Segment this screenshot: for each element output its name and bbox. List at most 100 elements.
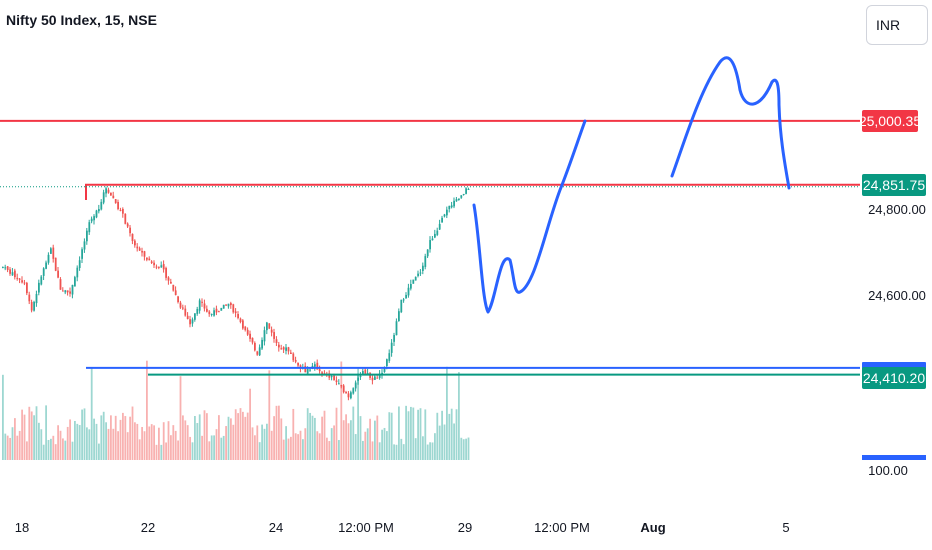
candle-body: [246, 329, 249, 335]
candle-body: [83, 241, 86, 250]
candle-body: [280, 348, 283, 350]
volume-bar: [321, 416, 323, 460]
volume-bar: [182, 415, 184, 460]
candle-body: [306, 368, 309, 374]
volume-bar: [465, 438, 467, 460]
candle-body: [54, 257, 57, 271]
volume-tag: [862, 455, 926, 460]
candle-body: [93, 216, 95, 221]
volume-bar: [258, 442, 261, 460]
candle-body: [26, 282, 28, 294]
candle-body: [215, 308, 218, 313]
volume-bar: [328, 441, 331, 460]
projection-drawing[interactable]: [472, 56, 791, 314]
candle-body: [299, 365, 302, 369]
volume-bar: [335, 407, 338, 460]
candle-body: [66, 290, 69, 293]
candle-body: [448, 206, 451, 210]
volume-bar: [455, 409, 458, 460]
candle-body: [208, 311, 211, 315]
volume-bar: [42, 444, 45, 460]
candle-body: [155, 266, 158, 268]
candle-body: [364, 369, 367, 374]
volume-bar: [287, 438, 290, 460]
candle-body: [50, 248, 52, 254]
candle-body: [174, 290, 177, 296]
candle-body: [105, 188, 107, 194]
time-axis[interactable]: 18 22 24 12:00 PM 29 12:00 PM Aug 5: [15, 520, 790, 535]
candle-body: [390, 342, 393, 353]
candle-body: [426, 249, 429, 257]
candle-body: [393, 335, 395, 342]
candle-body: [450, 205, 453, 208]
volume-bar: [74, 420, 76, 460]
candle-body: [196, 309, 199, 314]
volume-bar: [2, 374, 4, 460]
candle-body: [285, 347, 287, 351]
candle-body: [134, 240, 136, 246]
volume-bar: [4, 433, 7, 460]
volume-bar: [26, 441, 28, 460]
volume-bar: [38, 422, 40, 460]
volume-bar: [18, 430, 21, 460]
candle-body: [143, 251, 146, 257]
volume-bar: [141, 427, 143, 460]
volume-bar: [40, 429, 43, 460]
volume-bar: [268, 370, 271, 460]
candle-body: [136, 246, 139, 249]
volume-bar: [186, 425, 189, 460]
volume-bar: [414, 438, 417, 460]
candle-body: [38, 282, 40, 293]
candle-body: [398, 311, 400, 321]
volume-bar: [453, 423, 455, 460]
volume-bar: [71, 441, 74, 460]
candle-body: [414, 276, 417, 281]
volume-bar: [148, 426, 151, 460]
resistance-line-24851[interactable]: [85, 183, 860, 200]
candle-body: [222, 304, 225, 309]
y-tick-24800: 24,800.00: [868, 202, 926, 217]
volume-bar: [66, 426, 69, 460]
volume-bar: [292, 408, 295, 460]
candle-body: [59, 279, 62, 290]
volume-bar: [119, 419, 122, 460]
volume-bar: [306, 408, 309, 460]
volume-bar: [81, 409, 83, 460]
volume-bar: [318, 433, 321, 460]
candle-body: [309, 369, 311, 371]
candle-body: [18, 278, 21, 280]
volume-bar: [146, 360, 148, 460]
volume-bar: [383, 427, 386, 460]
price-tag-25000-text: 25,000.35: [859, 113, 921, 129]
volume-bar: [33, 415, 35, 460]
x-tick-1200pm-a: 12:00 PM: [338, 520, 394, 535]
symbol-title[interactable]: Nifty 50 Index, 15, NSE: [6, 12, 157, 28]
volume-bar: [374, 420, 376, 460]
volume-bar: [232, 424, 235, 460]
currency-button[interactable]: INR: [866, 5, 928, 45]
volume-bar: [364, 431, 367, 460]
candle-body: [69, 291, 71, 294]
candle-body: [419, 272, 422, 274]
candle-body: [57, 270, 59, 278]
price-axis[interactable]: 25,000.35 24,851.75 24,800.00 24,600.00 …: [859, 110, 926, 478]
candle-body: [71, 285, 74, 295]
volume-bar: [405, 405, 407, 460]
volume-bar: [153, 425, 155, 460]
candle-body: [237, 314, 239, 319]
y-tick-24600: 24,600.00: [868, 288, 926, 303]
volume-bar: [184, 420, 187, 460]
candle-body: [131, 233, 134, 242]
candle-body: [383, 367, 386, 372]
volume-bar: [438, 425, 441, 460]
candle-body: [422, 265, 424, 271]
volume-bar: [138, 439, 141, 460]
candle-body: [11, 272, 14, 276]
volume-bar: [458, 372, 460, 460]
candle-body: [239, 318, 242, 322]
volume-bar: [220, 437, 223, 460]
volume-bar: [381, 429, 383, 460]
candle-body: [338, 383, 340, 385]
candle-body: [412, 279, 415, 284]
